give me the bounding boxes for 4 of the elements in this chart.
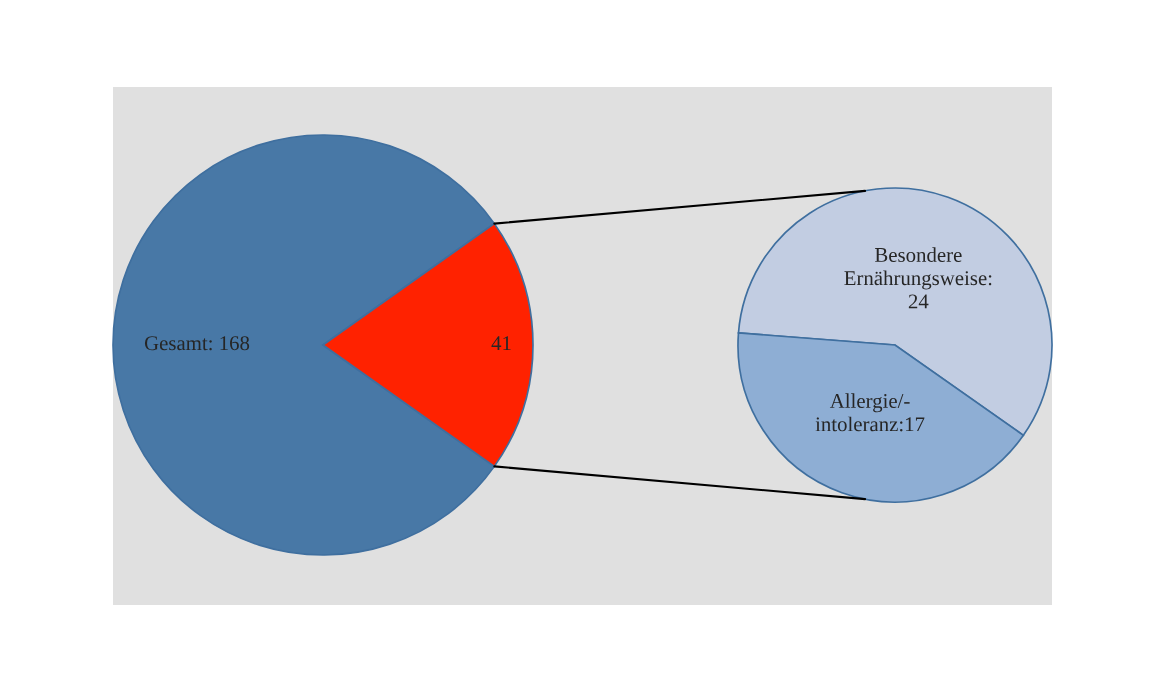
data-label: 41 — [491, 336, 511, 351]
data-label: Gesamt: 168 — [144, 336, 250, 351]
data-label: Besondere Ernährungsweise: 24 — [844, 247, 992, 309]
data-label: Allergie/- intoleranz:17 — [815, 393, 925, 432]
